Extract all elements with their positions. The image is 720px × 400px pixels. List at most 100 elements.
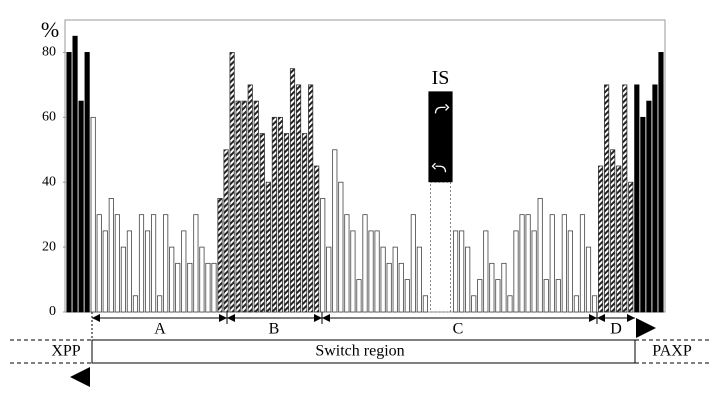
y-tick-label: 20 (42, 239, 56, 254)
bar (84, 52, 90, 313)
bar (465, 246, 471, 313)
bar (181, 230, 187, 313)
bar (120, 246, 126, 313)
is-label: IS (432, 67, 450, 89)
bar (259, 133, 265, 313)
y-axis-label: % (41, 17, 59, 42)
bar (416, 246, 422, 313)
bar (211, 262, 217, 313)
is-arrow (431, 162, 447, 173)
bar (302, 133, 308, 313)
bar (138, 214, 145, 313)
bar (658, 52, 664, 313)
bar (555, 279, 561, 313)
bar (295, 84, 302, 313)
bar (598, 165, 604, 313)
is-stem (430, 181, 451, 313)
bar (326, 246, 332, 313)
bar (561, 214, 567, 313)
bar (507, 295, 513, 313)
bar (144, 230, 151, 313)
is-block (428, 91, 453, 183)
bar (501, 262, 507, 313)
bar (453, 230, 459, 313)
bar (90, 116, 96, 313)
bar (199, 246, 205, 313)
bar (265, 181, 271, 313)
bar (386, 262, 392, 313)
bar (410, 214, 416, 313)
bar (525, 214, 531, 313)
bar (537, 198, 543, 313)
bar (404, 279, 410, 313)
y-tick-label: 0 (49, 304, 56, 319)
bar (380, 246, 386, 313)
bar (634, 84, 640, 313)
bar (132, 295, 139, 313)
bar (422, 295, 428, 313)
is-arrow (434, 103, 450, 114)
bar (519, 214, 525, 313)
bar (229, 52, 235, 313)
bar (610, 149, 616, 313)
bar (66, 52, 72, 313)
bar (217, 198, 223, 313)
bar (253, 100, 259, 313)
bar (368, 230, 374, 313)
band-label: PAXP (652, 343, 692, 360)
region-label: C (453, 321, 464, 338)
bar (193, 214, 199, 313)
bar (531, 230, 537, 313)
bar (169, 246, 175, 313)
bar (374, 230, 380, 313)
bar (477, 279, 483, 313)
region-label: D (610, 321, 622, 338)
y-tick-label: 60 (42, 110, 56, 125)
bar (175, 262, 181, 313)
bar (483, 230, 489, 313)
bar (585, 246, 592, 313)
y-tick-label: 80 (42, 45, 56, 60)
bar (223, 149, 229, 313)
bar (102, 230, 108, 313)
bar (344, 214, 350, 313)
bar (573, 295, 579, 313)
bar (157, 295, 163, 313)
bar (646, 100, 652, 313)
bar (628, 181, 634, 313)
bar (114, 214, 120, 313)
bar (471, 295, 477, 313)
bar (362, 214, 368, 313)
bar (247, 84, 253, 313)
bar (308, 84, 314, 313)
bar (338, 181, 344, 313)
bar (604, 84, 610, 313)
region-arrows (91, 312, 635, 340)
bar (205, 262, 211, 313)
bar (241, 100, 247, 313)
bar (320, 198, 326, 313)
bar (549, 214, 555, 313)
bar (616, 165, 622, 313)
bar (392, 246, 398, 313)
bar (398, 262, 404, 313)
bar (459, 230, 465, 313)
bar (151, 214, 157, 313)
bar (543, 279, 549, 313)
bar (495, 279, 501, 313)
bar (235, 100, 241, 313)
bar (163, 214, 169, 313)
band-label: XPP (51, 343, 80, 360)
band-label: Switch region (315, 343, 404, 360)
bar (640, 116, 646, 313)
bar (187, 262, 193, 313)
bar (622, 84, 628, 313)
bar (72, 35, 78, 313)
bar (332, 149, 338, 313)
bar (277, 116, 284, 313)
bar (289, 68, 296, 313)
bar (283, 133, 290, 313)
bar (356, 279, 362, 313)
y-tick-label: 40 (42, 174, 56, 189)
